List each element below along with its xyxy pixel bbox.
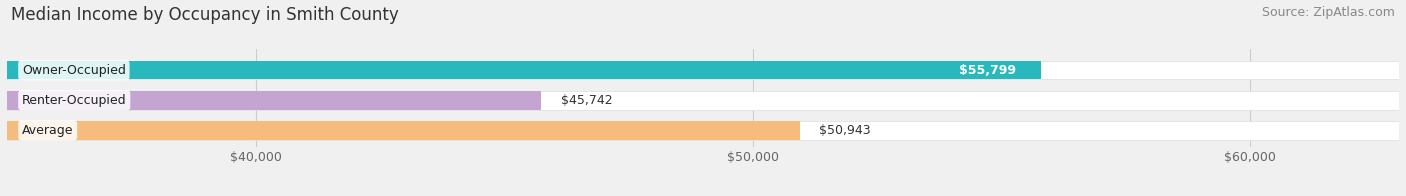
Text: Owner-Occupied: Owner-Occupied bbox=[22, 64, 125, 77]
Text: $55,799: $55,799 bbox=[959, 64, 1017, 77]
Text: Renter-Occupied: Renter-Occupied bbox=[22, 94, 127, 107]
Text: $45,742: $45,742 bbox=[561, 94, 613, 107]
Text: $50,943: $50,943 bbox=[820, 124, 872, 137]
Text: Median Income by Occupancy in Smith County: Median Income by Occupancy in Smith Coun… bbox=[11, 6, 399, 24]
Bar bbox=[7, 121, 800, 140]
Bar bbox=[7, 61, 1399, 79]
Bar bbox=[7, 91, 1399, 110]
Bar bbox=[7, 91, 541, 110]
Bar bbox=[7, 121, 1399, 140]
Text: Average: Average bbox=[22, 124, 73, 137]
Text: Source: ZipAtlas.com: Source: ZipAtlas.com bbox=[1261, 6, 1395, 19]
Bar bbox=[7, 61, 1040, 79]
